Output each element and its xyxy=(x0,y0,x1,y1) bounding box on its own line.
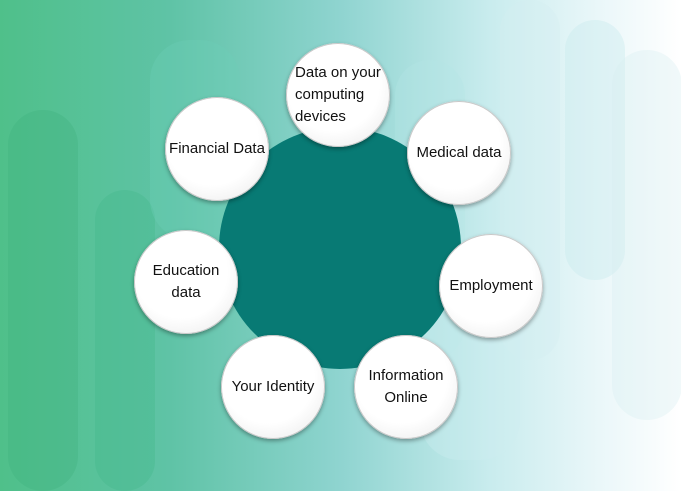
node-label: Financial Data xyxy=(169,140,265,157)
node-label: Education data xyxy=(152,262,220,301)
node-label: Medical data xyxy=(416,144,502,161)
node-label: Data on your computing devices xyxy=(295,64,381,125)
node-label: Your Identity xyxy=(231,378,315,395)
background-stripe xyxy=(8,110,78,491)
background-stripe xyxy=(612,50,681,420)
background-stripe xyxy=(565,20,625,280)
node-your-identity: Your Identity xyxy=(221,335,325,439)
node-information-online: Information Online xyxy=(354,335,458,439)
node-medical-data: Medical data xyxy=(407,101,511,205)
node-education-data: Education data xyxy=(134,230,238,334)
node-label: Information Online xyxy=(368,367,444,406)
node-financial-data: Financial Data xyxy=(165,97,269,201)
node-employment: Employment xyxy=(439,234,543,338)
node-data-on-devices: Data on your computing devices xyxy=(286,43,390,147)
node-label: Employment xyxy=(449,277,533,294)
background-stripe xyxy=(95,190,155,491)
